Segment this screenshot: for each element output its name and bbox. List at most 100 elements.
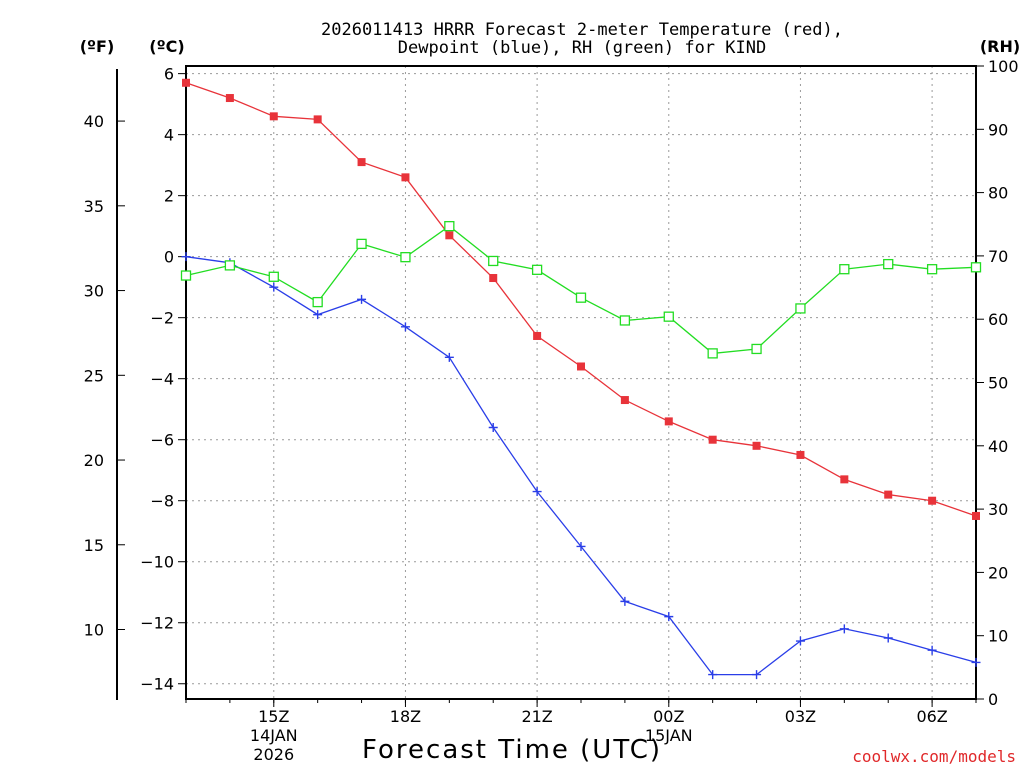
rh-point: [180, 270, 192, 281]
rh-point: [883, 258, 894, 270]
x-year-label: 2026: [253, 745, 294, 764]
series: [180, 78, 982, 680]
rh-tick-label: 30: [988, 500, 1008, 519]
rh-tick-label: 60: [988, 310, 1008, 329]
celsius-tick-label: −12: [140, 614, 174, 633]
dewpoint-point: [576, 541, 586, 551]
fahrenheit-tick-label: 40: [84, 112, 104, 131]
fahrenheit-tick-label: 30: [84, 282, 104, 301]
fahrenheit-tick-label: 25: [84, 366, 104, 385]
chart-title-line-1: 2026011413 HRRR Forecast 2-meter Tempera…: [321, 20, 843, 40]
credit-text: coolwx.com/models: [852, 747, 1016, 766]
rh-point: [926, 264, 938, 275]
fahrenheit-tick-label: 10: [84, 621, 104, 640]
dewpoint-point: [313, 310, 323, 320]
2-meter-temperature-point: [972, 511, 980, 520]
dewpoint-point: [927, 645, 937, 655]
celsius-tick-label: −8: [150, 492, 174, 511]
rh-series-line: [185, 225, 977, 355]
celsius-tick-label: −6: [150, 431, 174, 450]
dewpoint-point: [400, 322, 410, 332]
fahrenheit-tick-label: 20: [84, 451, 104, 470]
rh-tick-label: 10: [988, 627, 1008, 646]
celsius-tick-label: −10: [140, 553, 174, 572]
rh-tick-label: 100: [988, 57, 1019, 76]
rh-tick-label: 80: [988, 184, 1008, 203]
rh-point: [663, 311, 674, 322]
fahrenheit-tick-label: 15: [84, 536, 104, 555]
rh-tick-label: 70: [988, 247, 1008, 266]
2-meter-temperature-point: [269, 112, 278, 121]
rh-point: [707, 348, 718, 359]
2-meter-temperature-point: [489, 274, 498, 283]
2-meter-temperature-point: [928, 496, 937, 505]
2-meter-temperature-point: [577, 362, 585, 371]
rh-tick-label: 40: [988, 437, 1008, 456]
2-meter-temperature-point: [182, 78, 190, 87]
rh-point: [839, 264, 850, 275]
rh-point: [575, 292, 587, 303]
rh-point: [356, 238, 367, 250]
rh-point: [400, 252, 411, 263]
dewpoint-point: [708, 670, 718, 680]
plot-frame: [185, 65, 977, 700]
rh-point: [312, 296, 323, 308]
dewpoint-series-line: [185, 256, 977, 676]
rh-tick-label: 20: [988, 563, 1008, 582]
x-date-label: 15JAN: [645, 726, 693, 745]
2-meter-temperature-point: [708, 435, 717, 444]
x-axis-label: Forecast Time (UTC): [362, 735, 662, 765]
celsius-tick-label: −14: [140, 675, 174, 694]
rh-point: [795, 303, 806, 314]
x-tick-label: 06Z: [916, 707, 947, 726]
rh-unit-label: (RH): [980, 37, 1020, 56]
2-meter-temperature-point: [796, 450, 805, 459]
celsius-tick-label: −4: [150, 370, 174, 389]
dewpoint-point: [181, 252, 191, 262]
grid: [186, 66, 976, 699]
x-tick-label: 03Z: [785, 707, 816, 726]
dewpoint-point: [752, 670, 762, 680]
dewpoint-point: [883, 633, 893, 643]
2-meter-temperature-point: [313, 115, 322, 124]
fahrenheit-tick-label: 35: [84, 197, 104, 216]
celsius-tick-label: 4: [164, 126, 174, 145]
x-tick-label: 15Z: [258, 707, 289, 726]
rh-point: [619, 315, 631, 326]
2-meter-temperature-point: [884, 490, 893, 499]
rh-point: [488, 255, 499, 267]
rh-point: [224, 260, 236, 271]
2-meter-temperature-point: [840, 475, 849, 484]
2-meter-temperature-point: [664, 417, 673, 426]
2-meter-temperature-point: [752, 441, 761, 450]
rh-point: [970, 262, 982, 273]
2-meter-temperature-point: [445, 231, 454, 240]
rh-tick-label: 0: [988, 690, 998, 709]
dewpoint-point: [795, 636, 805, 646]
x-tick-label: 00Z: [653, 707, 684, 726]
celsius-tick-label: 0: [164, 248, 174, 267]
rh-tick-label: 50: [988, 374, 1008, 393]
dewpoint-point: [971, 657, 981, 667]
rh-tick-label: 90: [988, 120, 1008, 139]
2-meter-temperature-point: [533, 331, 542, 340]
x-date-label: 14JAN: [250, 726, 298, 745]
rh-point: [444, 220, 455, 232]
dewpoint-point: [269, 282, 279, 292]
dewpoint-point: [532, 487, 542, 497]
x-tick-label: 18Z: [390, 707, 421, 726]
celsius-tick-label: 6: [164, 65, 174, 84]
celsius-tick-label: −2: [150, 309, 174, 328]
fahrenheit-unit-label: (ºF): [80, 37, 115, 56]
x-tick-label: 21Z: [521, 707, 552, 726]
dewpoint-point: [444, 352, 454, 362]
dewpoint-point: [839, 624, 849, 634]
2-meter-temperature-point: [225, 94, 234, 103]
dewpoint-point: [357, 294, 367, 304]
2-meter-temperature-point: [401, 173, 410, 182]
dewpoint-point: [664, 612, 674, 622]
chart-title-line-2: Dewpoint (blue), RH (green) for KIND: [398, 38, 766, 58]
celsius-unit-label: (ºC): [149, 37, 184, 56]
